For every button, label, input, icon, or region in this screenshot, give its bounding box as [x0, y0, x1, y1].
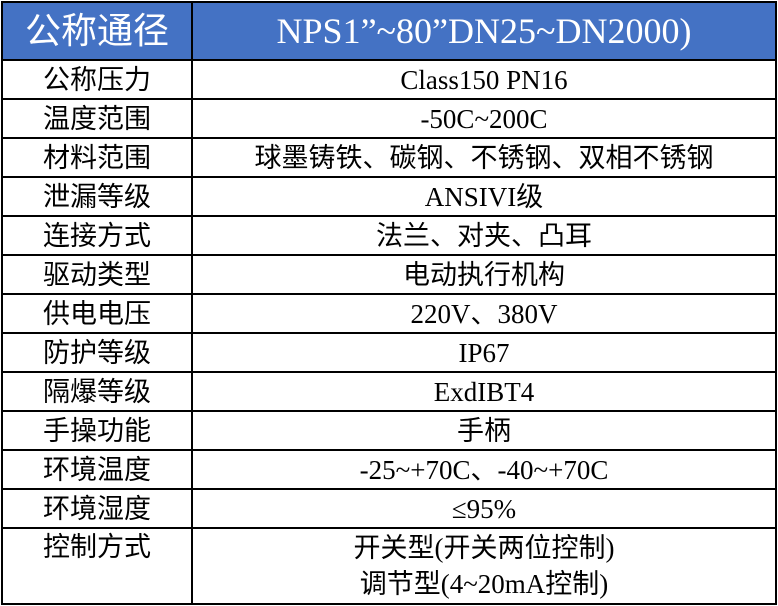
table-row: 连接方式 法兰、对夹、凸耳	[1, 215, 777, 256]
row-value: -25~+70C、-40~+70C	[191, 449, 777, 490]
row-value: Class150 PN16	[191, 59, 777, 100]
row-key: 公称压力	[1, 59, 193, 100]
row-key: 环境温度	[1, 449, 193, 490]
table-row: 环境温度 -25~+70C、-40~+70C	[1, 449, 777, 490]
row-key: 隔爆等级	[1, 371, 193, 412]
table-row: 环境湿度 ≤95%	[1, 488, 777, 529]
table-row: 温度范围 -50C~200C	[1, 98, 777, 139]
table-row: 供电电压 220V、380V	[1, 293, 777, 334]
table-row: 隔爆等级 ExdIBT4	[1, 371, 777, 412]
row-value: 球墨铸铁、碳钢、不锈钢、双相不锈钢	[191, 137, 777, 178]
table-row: 控制方式 开关型(开关两位控制) 调节型(4~20mA控制)	[1, 527, 777, 605]
value-line: 调节型(4~20mA控制)	[359, 569, 609, 599]
header-key: 公称通径	[1, 1, 193, 61]
row-value: ExdIBT4	[191, 371, 777, 412]
row-key: 驱动类型	[1, 254, 193, 295]
row-key: 温度范围	[1, 98, 193, 139]
row-key: 连接方式	[1, 215, 193, 256]
row-key: 泄漏等级	[1, 176, 193, 217]
row-value: 开关型(开关两位控制) 调节型(4~20mA控制)	[191, 527, 777, 605]
row-value: IP67	[191, 332, 777, 373]
row-key: 防护等级	[1, 332, 193, 373]
row-key: 控制方式	[1, 527, 193, 605]
row-value: 电动执行机构	[191, 254, 777, 295]
value-line: 开关型(开关两位控制)	[353, 533, 615, 563]
table-row: 手操功能 手柄	[1, 410, 777, 451]
row-value: ANSIVI级	[191, 176, 777, 217]
row-value: -50C~200C	[191, 98, 777, 139]
row-value: 220V、380V	[191, 293, 777, 334]
row-value: 手柄	[191, 410, 777, 451]
row-value: 法兰、对夹、凸耳	[191, 215, 777, 256]
table-row: 泄漏等级 ANSIVI级	[1, 176, 777, 217]
table-row: 防护等级 IP67	[1, 332, 777, 373]
header-value: NPS1”~80”DN25~DN2000)	[191, 1, 777, 61]
table-row: 驱动类型 电动执行机构	[1, 254, 777, 295]
table-row: 材料范围 球墨铸铁、碳钢、不锈钢、双相不锈钢	[1, 137, 777, 178]
header-row: 公称通径 NPS1”~80”DN25~DN2000)	[1, 1, 777, 61]
row-key: 材料范围	[1, 137, 193, 178]
table-row: 公称压力 Class150 PN16	[1, 59, 777, 100]
row-key: 环境湿度	[1, 488, 193, 529]
row-key: 供电电压	[1, 293, 193, 334]
row-value: ≤95%	[191, 488, 777, 529]
row-key: 手操功能	[1, 410, 193, 451]
